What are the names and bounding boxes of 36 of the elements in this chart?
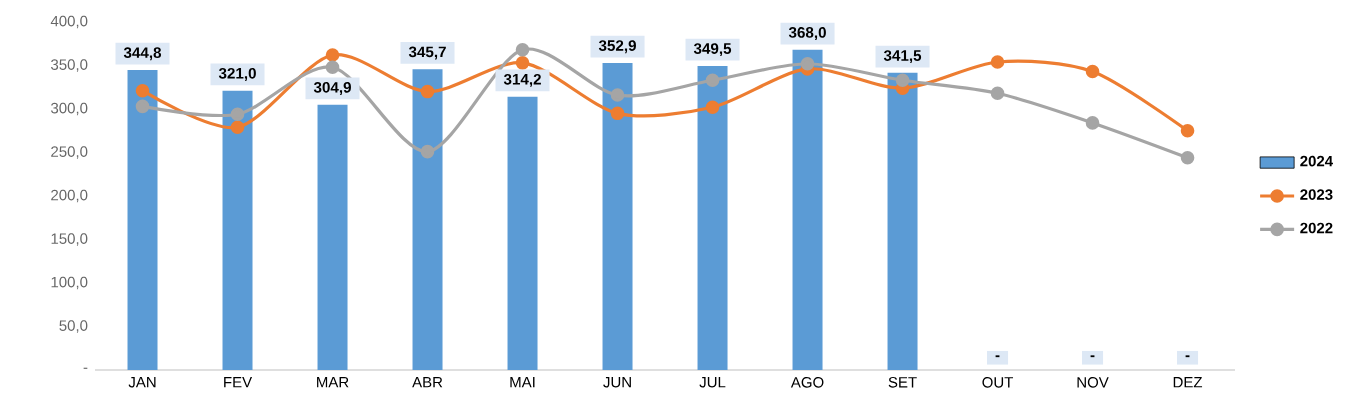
y-tick-label: 150,0 xyxy=(51,233,88,246)
y-tick-label: 100,0 xyxy=(51,276,88,290)
x-tick-label: DEZ xyxy=(1173,377,1203,388)
x-tick-label: FEV xyxy=(224,377,253,388)
data-label: 344,8 xyxy=(123,47,162,61)
data-label: 321,0 xyxy=(218,67,256,81)
legend-label: 2023 xyxy=(1300,189,1333,200)
x-tick-label: OUT xyxy=(982,377,1014,388)
data-label: 349,5 xyxy=(693,43,732,57)
legend-label: 2022 xyxy=(1300,222,1333,234)
legend-label: 2024 xyxy=(1300,155,1333,167)
x-tick-label: NOV xyxy=(1077,377,1109,388)
x-tick-label: ABR xyxy=(412,377,443,388)
y-tick-label: 350,0 xyxy=(51,59,88,72)
y-tick-label: 50,0 xyxy=(59,320,88,333)
x-tick-label: MAR xyxy=(317,377,349,388)
data-label: 352,9 xyxy=(598,40,636,54)
y-tick-label: 300,0 xyxy=(51,102,88,116)
x-tick-label: SET xyxy=(888,377,917,388)
y-tick-label: - xyxy=(83,367,88,369)
x-tick-label: JAN xyxy=(128,377,156,388)
data-label: - xyxy=(995,355,1000,358)
data-label: 368,0 xyxy=(788,27,826,41)
data-label: - xyxy=(1185,355,1190,358)
x-tick-label: JUL xyxy=(699,377,726,388)
data-label: 345,7 xyxy=(408,46,446,60)
data-label: 304,9 xyxy=(313,81,351,95)
x-tick-label: AGO xyxy=(790,377,824,388)
y-tick-label: 250,0 xyxy=(51,146,88,159)
x-tick-label: MAI xyxy=(510,377,535,388)
y-tick-label: 200,0 xyxy=(51,189,88,203)
data-label: 314,2 xyxy=(503,73,541,87)
x-tick-label: JUN xyxy=(603,377,631,388)
data-label: 341,5 xyxy=(883,50,922,64)
y-tick-label: 400,0 xyxy=(50,15,88,29)
data-label: - xyxy=(1090,355,1095,358)
